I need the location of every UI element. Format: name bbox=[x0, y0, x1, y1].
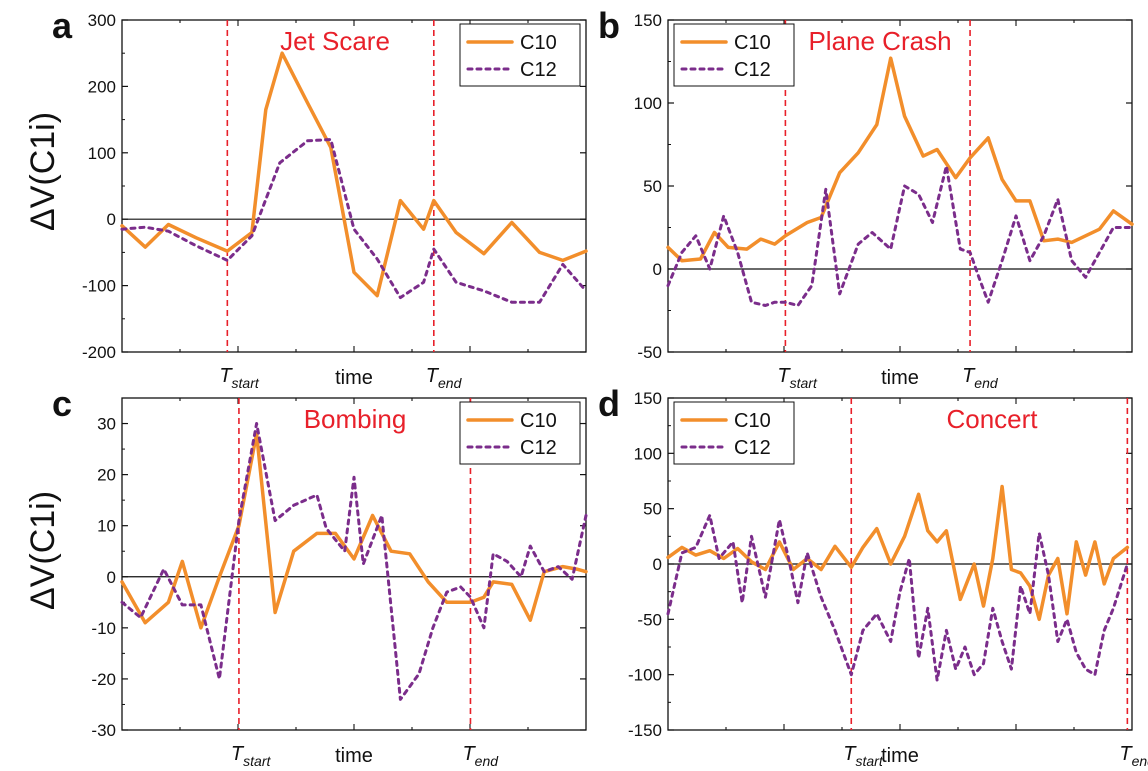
x-axis-label: time bbox=[881, 367, 919, 389]
legend-box bbox=[459, 401, 581, 465]
event-marker-subscript: start bbox=[232, 375, 260, 391]
legend-label-c12: C12 bbox=[734, 59, 771, 81]
y-tick-label: 50 bbox=[643, 500, 662, 519]
panel-title: Concert bbox=[946, 404, 1038, 434]
panel-letter: d bbox=[598, 383, 620, 424]
y-tick-label: -200 bbox=[82, 343, 116, 362]
series-c10-line bbox=[120, 51, 588, 298]
y-tick-label: -50 bbox=[637, 610, 662, 629]
y-tick-label: 0 bbox=[107, 210, 116, 229]
event-marker-label: Tend bbox=[462, 743, 499, 769]
legend-label-c12: C12 bbox=[520, 59, 557, 81]
legend-label-c12: C12 bbox=[520, 437, 557, 459]
y-tick-label: -50 bbox=[637, 343, 662, 362]
panel-letter: c bbox=[52, 383, 72, 424]
y-tick-label: 50 bbox=[643, 177, 662, 196]
y-tick-label: 0 bbox=[653, 555, 662, 574]
panel-d: -150 -100 -50 0 50 100 150 d Tstart Tend time Conce… bbox=[598, 383, 1148, 769]
y-tick-label: 30 bbox=[97, 415, 116, 434]
panel-c: -30 -20 -10 0 10 20 30 c Tstart Tend time Bombing C1… bbox=[52, 383, 588, 769]
x-axis-label: time bbox=[335, 745, 373, 767]
y-tick-label: -10 bbox=[91, 619, 116, 638]
legend-label-c10: C10 bbox=[520, 410, 557, 432]
y-tick-label: -150 bbox=[628, 721, 662, 740]
y-tick-label: -20 bbox=[91, 670, 116, 689]
y-tick-label: -30 bbox=[91, 721, 116, 740]
y-tick-label: 0 bbox=[107, 568, 116, 587]
series-c12-line bbox=[120, 138, 588, 304]
series-c10-line bbox=[120, 432, 588, 630]
legend-label-c12: C12 bbox=[734, 437, 771, 459]
y-tick-label: 100 bbox=[634, 444, 662, 463]
panel-a: -200 -100 0 100 200 300 a Tstart Tend time Jet Sca… bbox=[52, 5, 588, 391]
legend-label-c10: C10 bbox=[520, 32, 557, 54]
y-tick-label: -100 bbox=[628, 666, 662, 685]
y-axis-label-top: ΔV(C1i) bbox=[24, 111, 62, 231]
legend-box bbox=[673, 23, 795, 87]
event-marker-label: Tend bbox=[962, 365, 999, 391]
y-axis-label-bottom: ΔV(C1i) bbox=[24, 490, 62, 610]
legend-box bbox=[459, 23, 581, 87]
x-axis-label: time bbox=[881, 745, 919, 767]
panel-b: -50 0 50 100 150 b Tstart Tend time Plane Crash C1… bbox=[598, 5, 1134, 391]
panel-letter: b bbox=[598, 5, 620, 46]
legend-box bbox=[673, 401, 795, 465]
y-tick-label: 20 bbox=[97, 466, 116, 485]
panel-title: Plane Crash bbox=[808, 26, 951, 56]
event-marker-subscript: start bbox=[855, 753, 883, 769]
panel-title: Jet Scare bbox=[280, 26, 390, 56]
event-marker-subscript: end bbox=[438, 375, 463, 391]
panel-letter: a bbox=[52, 5, 73, 46]
event-marker-label: Tstart bbox=[219, 365, 260, 391]
event-marker-label: Tstart bbox=[231, 743, 272, 769]
y-tick-label: 150 bbox=[634, 389, 662, 408]
y-tick-label: 100 bbox=[88, 144, 116, 163]
y-tick-label: 0 bbox=[653, 260, 662, 279]
y-tick-label: 150 bbox=[634, 11, 662, 30]
legend-label-c10: C10 bbox=[734, 32, 771, 54]
y-tick-label: -100 bbox=[82, 277, 116, 296]
event-marker-subscript: start bbox=[790, 375, 818, 391]
event-marker-label: Tend bbox=[426, 365, 463, 391]
series-c12-line bbox=[120, 422, 588, 701]
event-marker-subscript: end bbox=[974, 375, 999, 391]
y-tick-label: 10 bbox=[97, 517, 116, 536]
y-tick-label: 300 bbox=[88, 11, 116, 30]
event-marker-label: Tstart bbox=[843, 743, 884, 769]
event-marker-label: Tend bbox=[1119, 743, 1148, 769]
y-tick-label: 200 bbox=[88, 77, 116, 96]
series-c12-line bbox=[666, 164, 1134, 307]
y-tick-label: 100 bbox=[634, 94, 662, 113]
series-c10-line bbox=[666, 56, 1134, 263]
legend-label-c10: C10 bbox=[734, 410, 771, 432]
series-c12-line bbox=[666, 513, 1129, 682]
event-marker-subscript: end bbox=[1132, 753, 1148, 769]
panel-title: Bombing bbox=[304, 404, 407, 434]
x-axis-label: time bbox=[335, 367, 373, 389]
event-marker-subscript: start bbox=[243, 753, 271, 769]
event-marker-label: Tstart bbox=[777, 365, 818, 391]
event-marker-subscript: end bbox=[475, 753, 500, 769]
